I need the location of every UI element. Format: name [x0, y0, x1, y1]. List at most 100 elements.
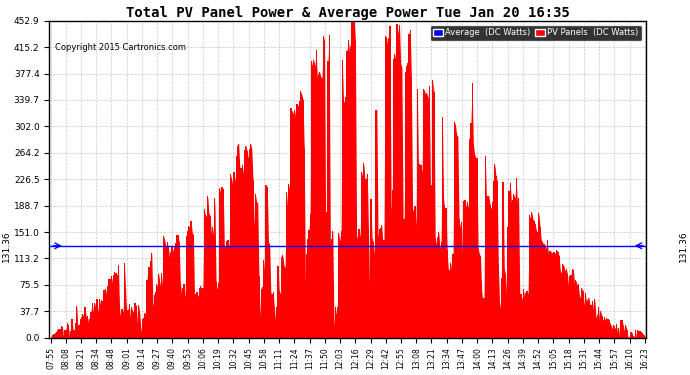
Bar	[279, 291, 280, 338]
Bar	[250, 144, 251, 338]
Bar	[526, 291, 528, 338]
Bar	[417, 89, 418, 338]
Bar	[406, 66, 407, 338]
Text: 131.36: 131.36	[1, 230, 10, 262]
Bar	[451, 273, 453, 338]
Bar	[373, 242, 374, 338]
Bar	[121, 309, 123, 338]
Bar	[640, 332, 642, 338]
Bar	[286, 192, 287, 338]
Bar	[102, 301, 103, 338]
Bar	[179, 242, 180, 338]
Bar	[461, 222, 462, 338]
Bar	[456, 135, 457, 338]
Bar	[238, 144, 239, 338]
Bar	[168, 247, 169, 338]
Bar	[331, 239, 332, 338]
Bar	[604, 317, 605, 338]
Bar	[146, 280, 148, 338]
Bar	[302, 99, 304, 338]
Bar	[358, 229, 359, 338]
Bar	[262, 287, 263, 338]
Bar	[218, 283, 219, 338]
Bar	[610, 324, 611, 338]
Bar	[87, 316, 88, 338]
Bar	[487, 196, 489, 338]
Bar	[457, 136, 458, 338]
Legend: Average  (DC Watts), PV Panels  (DC Watts): Average (DC Watts), PV Panels (DC Watts)	[430, 25, 642, 40]
Bar	[592, 301, 593, 338]
Bar	[176, 236, 177, 338]
Bar	[594, 299, 595, 338]
Bar	[325, 224, 326, 338]
Bar	[509, 191, 510, 338]
Bar	[225, 246, 226, 338]
Bar	[627, 330, 628, 338]
Bar	[266, 187, 268, 338]
Bar	[535, 224, 536, 338]
Bar	[586, 302, 587, 338]
Bar	[235, 182, 236, 338]
Bar	[99, 299, 100, 338]
Bar	[524, 297, 525, 338]
Bar	[95, 308, 97, 338]
Bar	[221, 187, 223, 338]
Bar	[642, 333, 643, 338]
Bar	[104, 291, 105, 338]
Bar	[202, 288, 204, 338]
Bar	[449, 270, 450, 338]
Bar	[632, 336, 633, 338]
Bar	[540, 227, 541, 338]
Bar	[410, 30, 411, 338]
Bar	[566, 268, 567, 338]
Bar	[190, 221, 192, 338]
Bar	[543, 244, 544, 338]
Bar	[553, 252, 554, 338]
Bar	[574, 284, 575, 338]
Bar	[148, 267, 149, 338]
Bar	[59, 329, 61, 338]
Bar	[637, 330, 638, 338]
Bar	[556, 250, 558, 338]
Bar	[548, 254, 549, 338]
Bar	[266, 185, 267, 338]
Bar	[638, 331, 640, 338]
Bar	[569, 276, 571, 338]
Bar	[261, 289, 262, 338]
Bar	[144, 313, 145, 338]
Bar	[71, 319, 72, 338]
Bar	[392, 190, 393, 338]
Bar	[395, 61, 397, 338]
Bar	[479, 254, 480, 338]
Bar	[300, 91, 302, 338]
Bar	[200, 286, 201, 338]
Bar	[422, 172, 423, 338]
Bar	[84, 307, 86, 338]
Bar	[92, 312, 94, 338]
Bar	[223, 189, 224, 338]
Bar	[217, 289, 218, 338]
Bar	[157, 286, 158, 338]
Bar	[263, 260, 264, 338]
Bar	[481, 290, 482, 338]
Bar	[126, 314, 128, 338]
Bar	[159, 286, 161, 338]
Bar	[366, 174, 368, 338]
Bar	[113, 275, 115, 338]
Bar	[546, 240, 548, 338]
Bar	[387, 45, 388, 338]
Bar	[371, 239, 373, 338]
Bar	[171, 248, 172, 338]
Bar	[500, 310, 502, 338]
Bar	[194, 303, 195, 338]
Bar	[376, 110, 377, 338]
Bar	[631, 332, 632, 338]
Bar	[443, 199, 444, 338]
Bar	[475, 158, 476, 338]
Bar	[453, 254, 454, 338]
Bar	[442, 117, 443, 338]
Bar	[359, 237, 361, 338]
Bar	[382, 242, 384, 338]
Bar	[350, 46, 351, 338]
Bar	[245, 146, 246, 338]
